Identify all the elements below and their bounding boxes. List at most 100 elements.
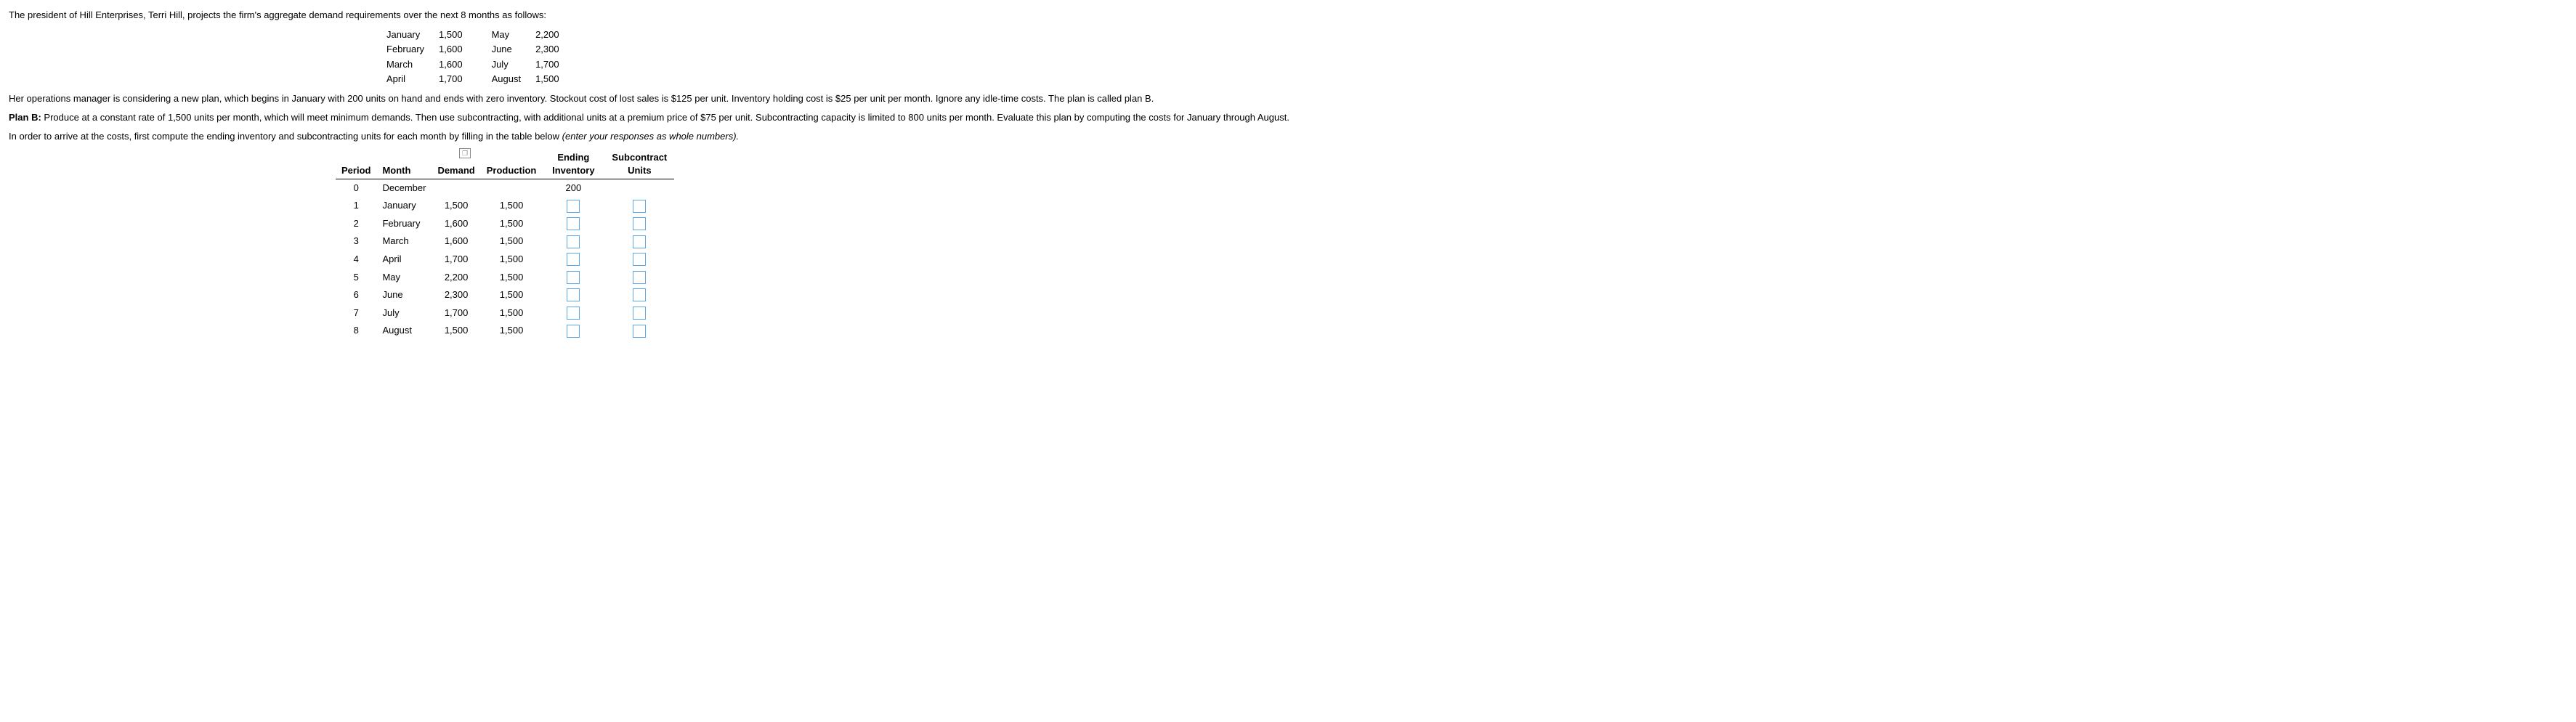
period-cell: 1 (336, 197, 376, 215)
production-cell: 1,500 (481, 232, 543, 251)
month-cell: May (492, 28, 535, 42)
production-cell: 1,500 (481, 197, 543, 215)
subcontract-input[interactable] (633, 325, 646, 338)
production-cell: 1,500 (481, 215, 543, 233)
ending-inventory-cell (542, 322, 604, 340)
ending-inventory-input[interactable] (567, 325, 580, 338)
plan-b-label: Plan B: (9, 112, 41, 123)
table-row: 2February1,6001,500 (336, 215, 674, 233)
demand-cell (432, 179, 480, 197)
demand-cell: 2,200 (432, 268, 480, 286)
ending-inventory-input[interactable] (567, 217, 580, 230)
ending-inventory-input[interactable] (567, 235, 580, 248)
plan-b-description: Plan B: Produce at a constant rate of 1,… (9, 111, 2567, 124)
subcontract-cell (604, 286, 674, 304)
subcontract-cell (604, 179, 674, 197)
month-cell: August (492, 72, 535, 86)
ending-inventory-cell (542, 197, 604, 215)
ending-inventory-input[interactable] (567, 288, 580, 301)
month-cell: February (376, 215, 432, 233)
ending-inventory-input[interactable] (567, 307, 580, 320)
table-row: 1January1,5001,500 (336, 197, 674, 215)
demand-value: 1,600 (439, 42, 492, 57)
subcontract-input[interactable] (633, 271, 646, 284)
col-demand: Demand (432, 150, 480, 179)
ending-inventory-input[interactable] (567, 271, 580, 284)
demand-value: 2,200 (535, 28, 588, 42)
period-cell: 4 (336, 251, 376, 269)
subcontract-input[interactable] (633, 253, 646, 266)
month-cell: January (386, 28, 439, 42)
production-cell: 1,500 (481, 251, 543, 269)
subcontract-cell (604, 251, 674, 269)
period-cell: 7 (336, 304, 376, 322)
ending-inventory-input[interactable] (567, 253, 580, 266)
period-cell: 3 (336, 232, 376, 251)
subcontract-input[interactable] (633, 288, 646, 301)
production-cell: 1,500 (481, 286, 543, 304)
response-table: Period Month Demand Production Ending In… (336, 150, 674, 340)
table-row: 0December 200 (336, 179, 674, 197)
ending-inventory-cell: 200 (542, 179, 604, 197)
intro-text: The president of Hill Enterprises, Terri… (9, 9, 2567, 22)
subcontract-cell (604, 268, 674, 286)
demand-value: 1,500 (535, 72, 588, 86)
month-cell: December (376, 179, 432, 197)
subcontract-cell (604, 322, 674, 340)
table-row: 4April1,7001,500 (336, 251, 674, 269)
month-cell: April (386, 72, 439, 86)
demand-cell: 1,500 (432, 322, 480, 340)
col-ending-inventory: Ending Inventory (542, 150, 604, 179)
subcontract-cell (604, 197, 674, 215)
month-cell: August (376, 322, 432, 340)
subcontract-input[interactable] (633, 200, 646, 213)
ending-inventory-cell (542, 304, 604, 322)
period-cell: 2 (336, 215, 376, 233)
month-cell: July (376, 304, 432, 322)
demand-cell: 1,600 (432, 232, 480, 251)
month-cell: March (386, 57, 439, 72)
demand-cell: 1,500 (432, 197, 480, 215)
month-cell: July (492, 57, 535, 72)
production-cell: 1,500 (481, 304, 543, 322)
month-cell: June (376, 286, 432, 304)
demand-value: 1,700 (439, 72, 492, 86)
period-cell: 5 (336, 268, 376, 286)
table-row: 7July1,7001,500 (336, 304, 674, 322)
subcontract-input[interactable] (633, 217, 646, 230)
instructions-lead: In order to arrive at the costs, first c… (9, 131, 562, 142)
table-row: 5May2,2001,500 (336, 268, 674, 286)
period-cell: 0 (336, 179, 376, 197)
ending-inventory-cell (542, 286, 604, 304)
production-cell: 1,500 (481, 268, 543, 286)
subcontract-cell (604, 215, 674, 233)
demand-value: 2,300 (535, 42, 588, 57)
ending-inventory-cell (542, 251, 604, 269)
demand-cell: 1,600 (432, 215, 480, 233)
demand-value: 1,700 (535, 57, 588, 72)
help-icon[interactable]: ❐ (459, 148, 471, 158)
col-production: Production (481, 150, 543, 179)
ending-inventory-input[interactable] (567, 200, 580, 213)
demand-cell: 1,700 (432, 251, 480, 269)
subcontract-cell (604, 232, 674, 251)
production-cell (481, 179, 543, 197)
col-month: Month (376, 150, 432, 179)
month-cell: May (376, 268, 432, 286)
subcontract-input[interactable] (633, 235, 646, 248)
ending-inventory-cell (542, 215, 604, 233)
period-cell: 6 (336, 286, 376, 304)
table-row: 6June2,3001,500 (336, 286, 674, 304)
demand-cell: 1,700 (432, 304, 480, 322)
col-subcontract: Subcontract Units (604, 150, 674, 179)
instructions-hint: (enter your responses as whole numbers). (562, 131, 740, 142)
month-cell: April (376, 251, 432, 269)
table-row: 8August1,5001,500 (336, 322, 674, 340)
month-cell: February (386, 42, 439, 57)
demand-forecast-table: January 1,500 May 2,200 February 1,600 J… (386, 28, 588, 86)
month-cell: June (492, 42, 535, 57)
table-row: 3March1,6001,500 (336, 232, 674, 251)
ending-inventory-cell (542, 268, 604, 286)
demand-value: 1,600 (439, 57, 492, 72)
subcontract-input[interactable] (633, 307, 646, 320)
